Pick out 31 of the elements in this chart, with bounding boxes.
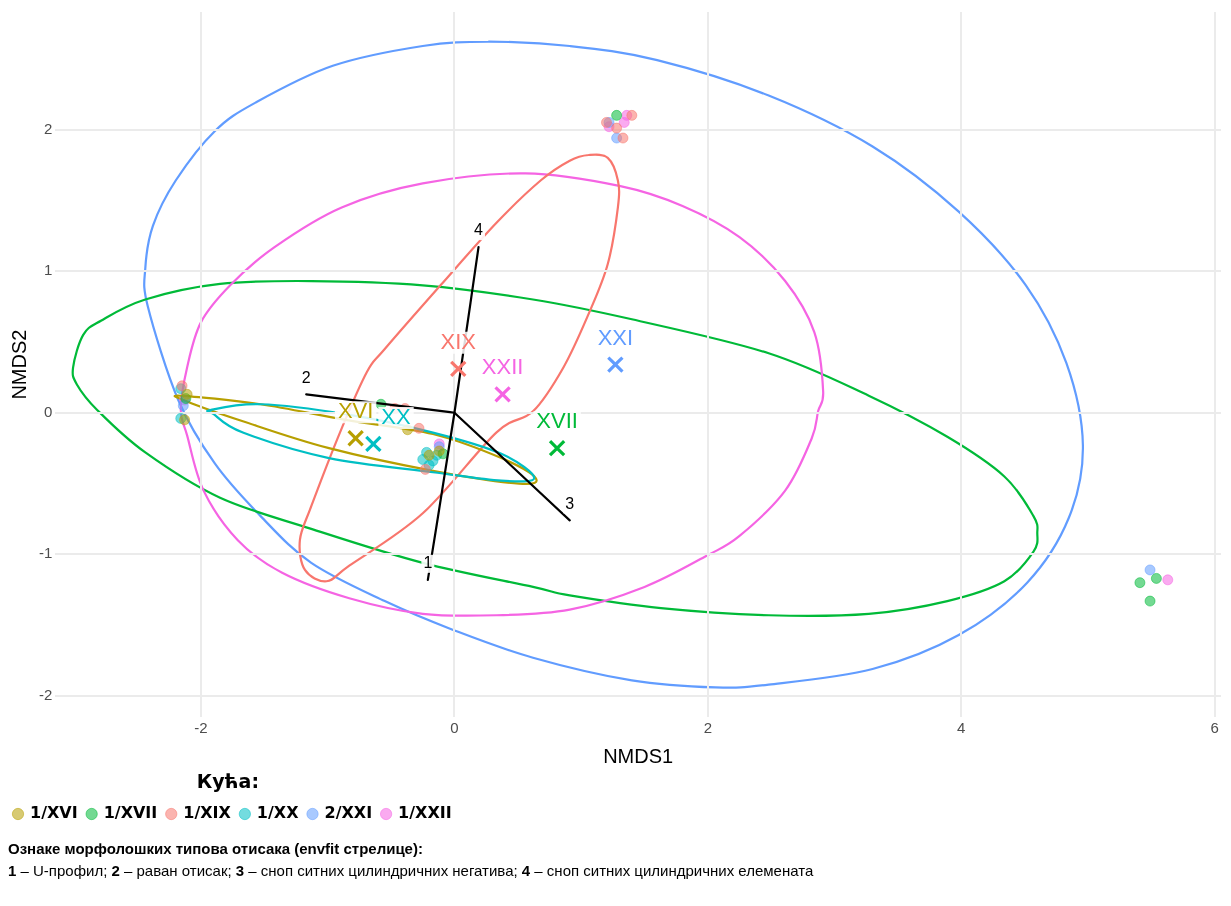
legend-title: Кућа: xyxy=(196,769,259,792)
data-label: XX xyxy=(381,403,412,429)
text: Ознаке морфолошких типова отисака (envfit стрелице): xyxy=(8,839,424,859)
annotation: 2 xyxy=(301,368,311,386)
legend-label: 1/XVII xyxy=(103,803,158,823)
x-tick-label: 2 xyxy=(703,719,713,737)
data-label: XVI xyxy=(337,398,374,424)
x-tick-label: 6 xyxy=(1210,719,1219,737)
annotation: 1 xyxy=(423,554,433,572)
y-tick-label: 0 xyxy=(43,402,53,420)
legend-label: 1/XVI xyxy=(30,803,78,823)
legend-label: 1/XIX xyxy=(183,803,232,823)
x-tick-label: 0 xyxy=(450,719,459,737)
y-axis-title: NMDS2 xyxy=(7,329,30,400)
y-tick-label: -2 xyxy=(38,686,53,704)
legend-label: 2/XXI xyxy=(324,803,373,823)
legend-label: 1/XXII xyxy=(398,803,452,823)
annotation: 3 xyxy=(565,494,575,512)
x-tick-label: 4 xyxy=(957,719,966,737)
x-tick-label: -2 xyxy=(194,719,208,737)
legend-label: 1/XX xyxy=(256,803,300,823)
data-label: XVII xyxy=(536,408,578,434)
annotation: 4 xyxy=(474,221,484,239)
text: 1 – U-профил; 2 – раван отисак; 3 – сноп ситних цилиндричних негатива; 4 – сноп ситних цилиндричних елемената xyxy=(8,862,814,879)
x-axis-title: NMDS1 xyxy=(603,744,674,767)
data-label: XIX xyxy=(440,328,477,354)
y-tick-label: -1 xyxy=(38,544,53,562)
y-tick-label: 2 xyxy=(43,119,53,137)
data-label: XXI xyxy=(597,324,634,350)
data-label: XXII xyxy=(481,354,524,380)
y-tick-label: 1 xyxy=(43,261,53,279)
